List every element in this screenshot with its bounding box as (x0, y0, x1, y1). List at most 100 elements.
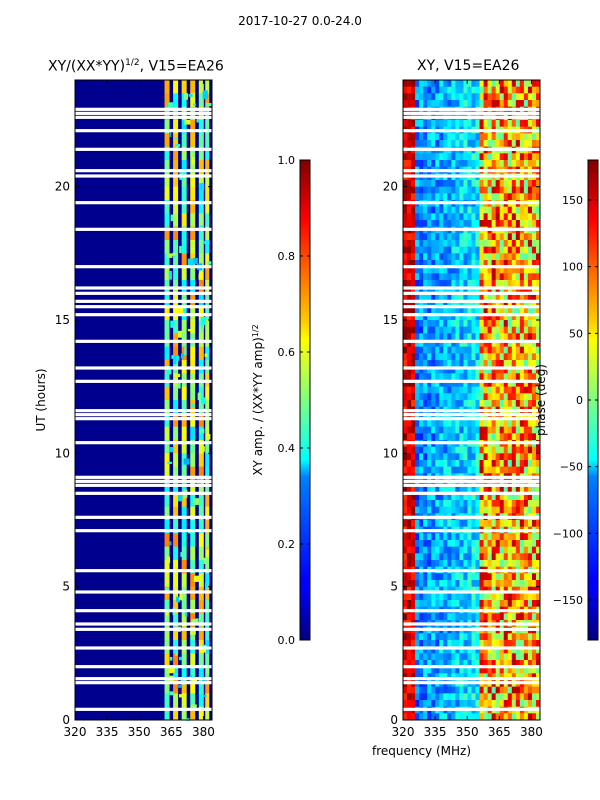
amplitude-band-cell (198, 346, 204, 361)
phase-cell (471, 266, 476, 274)
phase-cell (531, 206, 537, 214)
phase-cell (535, 386, 541, 394)
amplitude-band-cell (164, 386, 170, 401)
phase-cell (439, 233, 444, 241)
phase-cell (447, 346, 452, 354)
phase-cell (523, 573, 529, 581)
amplitude-band-cell (205, 160, 210, 174)
phase-cell (479, 646, 484, 654)
phase-cell (419, 373, 424, 381)
phase-cell (515, 613, 521, 621)
phase-cell (475, 373, 480, 381)
phase-cell (535, 580, 541, 588)
phase-cell (403, 533, 408, 541)
phase-cell (503, 546, 509, 554)
phase-cell (419, 326, 424, 334)
phase-cell (451, 280, 456, 288)
phase-cell (467, 293, 472, 301)
phase-cell (411, 613, 416, 621)
phase-cell (523, 600, 529, 608)
phase-cell (447, 446, 452, 454)
phase-cell (479, 386, 484, 394)
phase-cell (451, 700, 456, 708)
phase-cell (467, 133, 472, 141)
phase-cell (411, 193, 416, 201)
phase-cell (439, 533, 444, 541)
phase-cell (503, 573, 509, 581)
phase-cell (463, 713, 468, 721)
phase-cell (415, 80, 420, 88)
amplitude-band-cell (198, 626, 204, 641)
phase-cell (479, 380, 484, 388)
phase-cell (415, 546, 420, 554)
phase-cell (479, 400, 484, 408)
phase-cell (471, 500, 476, 508)
phase-cell (435, 300, 440, 308)
colorbar-tick-label: 150 (562, 194, 583, 207)
phase-cell (463, 306, 468, 314)
phase-cell (487, 460, 493, 468)
phase-cell (491, 333, 497, 341)
phase-cell (451, 673, 456, 681)
phase-cell (411, 360, 416, 368)
flagged-row (403, 174, 540, 178)
amplitude-band-cell (198, 693, 204, 708)
flagged-row (75, 379, 212, 383)
phase-cell (475, 340, 480, 348)
phase-cell (507, 600, 513, 608)
amplitude-band-cell (205, 693, 210, 708)
phase-cell (463, 273, 468, 281)
phase-cell (427, 213, 432, 221)
phase-cell (463, 533, 468, 541)
phase-cell (471, 280, 476, 288)
phase-cell (479, 500, 484, 508)
phase-cell (483, 693, 489, 701)
phase-cell (471, 653, 476, 661)
phase-cell (407, 386, 412, 394)
phase-cell (415, 480, 420, 488)
phase-cell (487, 266, 493, 274)
phase-cell (431, 280, 436, 288)
phase-cell (467, 640, 472, 648)
phase-cell (447, 433, 452, 441)
colorbar-tick-label: 0.4 (278, 442, 296, 455)
phase-cell (515, 393, 521, 401)
phase-cell (487, 573, 493, 581)
phase-cell (523, 366, 529, 374)
phase-cell (499, 460, 505, 468)
phase-cell (439, 133, 444, 141)
phase-cell (463, 340, 468, 348)
phase-cell (507, 546, 513, 554)
phase-cell (403, 280, 408, 288)
phase-cell (523, 466, 529, 474)
amplitude-band-cell (198, 160, 204, 174)
phase-cell (491, 80, 497, 88)
phase-cell (431, 360, 436, 368)
phase-cell (507, 373, 513, 381)
amplitude-cell (200, 316, 206, 326)
phase-cell (459, 553, 464, 561)
phase-cell (447, 633, 452, 641)
phase-cell (507, 313, 513, 321)
phase-cell (459, 286, 464, 294)
phase-cell (507, 233, 513, 241)
phase-cell (451, 293, 456, 301)
phase-cell (523, 326, 529, 334)
phase-cell (495, 646, 501, 654)
phase-cell (487, 600, 493, 608)
phase-cell (439, 660, 444, 668)
phase-cell (511, 700, 517, 708)
phase-cell (515, 540, 521, 548)
phase-cell (503, 373, 509, 381)
amplitude-band-cell (205, 560, 210, 574)
amplitude-cell (168, 102, 174, 112)
phase-cell (439, 186, 444, 194)
phase-cell (467, 286, 472, 294)
phase-cell (499, 646, 505, 654)
phase-cell (415, 533, 420, 541)
phase-cell (459, 360, 464, 368)
phase-cell (471, 293, 476, 301)
phase-cell (483, 506, 489, 514)
phase-cell (503, 480, 509, 488)
amplitude-band-cell (173, 440, 179, 454)
